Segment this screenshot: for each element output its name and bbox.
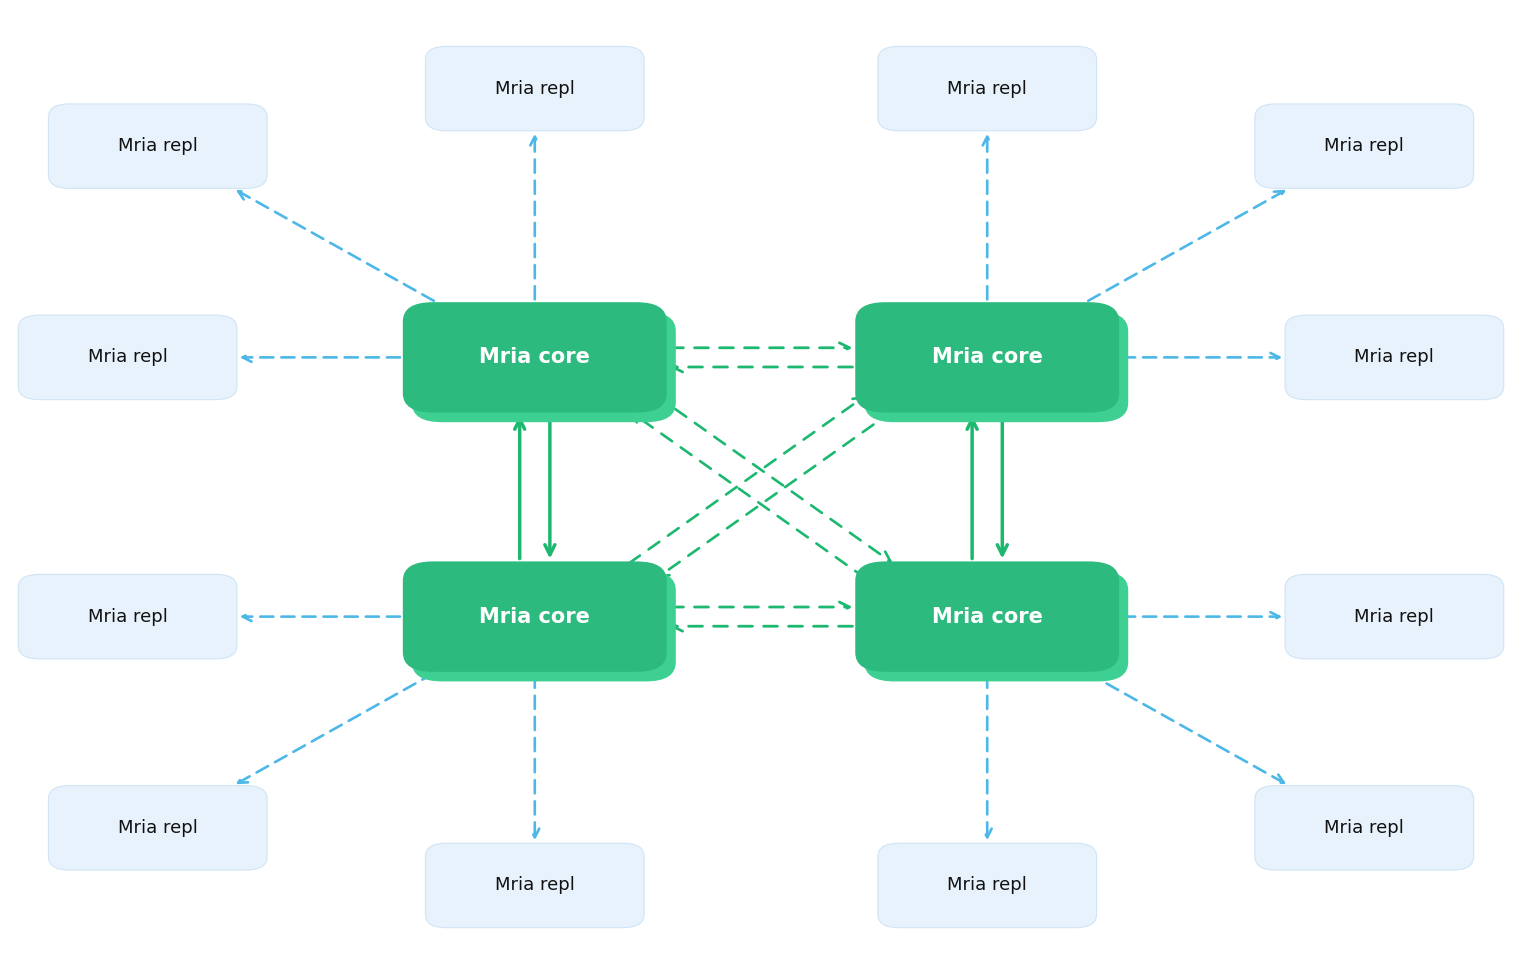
FancyBboxPatch shape	[1285, 316, 1504, 399]
FancyArrowPatch shape	[673, 362, 852, 372]
FancyBboxPatch shape	[855, 302, 1119, 413]
FancyBboxPatch shape	[855, 561, 1119, 672]
Text: Mria core: Mria core	[931, 607, 1043, 626]
FancyArrowPatch shape	[1088, 191, 1285, 301]
FancyArrowPatch shape	[514, 419, 525, 559]
Text: Mria repl: Mria repl	[947, 877, 1027, 894]
FancyBboxPatch shape	[1256, 786, 1473, 870]
Text: Mria repl: Mria repl	[495, 80, 575, 97]
FancyArrowPatch shape	[237, 673, 434, 783]
FancyArrowPatch shape	[632, 413, 866, 579]
Text: Mria core: Mria core	[479, 607, 591, 626]
Text: Mria repl: Mria repl	[1324, 137, 1405, 155]
FancyBboxPatch shape	[412, 312, 676, 422]
Text: Mria repl: Mria repl	[117, 819, 198, 837]
FancyArrowPatch shape	[670, 343, 849, 353]
Text: Mria repl: Mria repl	[1355, 608, 1434, 625]
Text: Mria repl: Mria repl	[88, 349, 167, 366]
Text: Mria core: Mria core	[479, 348, 591, 367]
FancyArrowPatch shape	[966, 419, 977, 559]
FancyArrowPatch shape	[530, 675, 539, 838]
FancyArrowPatch shape	[673, 621, 852, 631]
FancyBboxPatch shape	[864, 312, 1128, 422]
FancyArrowPatch shape	[983, 136, 992, 299]
FancyArrowPatch shape	[1122, 353, 1280, 361]
FancyBboxPatch shape	[1285, 575, 1504, 658]
FancyBboxPatch shape	[403, 302, 667, 413]
FancyArrowPatch shape	[997, 415, 1008, 555]
FancyArrowPatch shape	[983, 675, 992, 838]
Text: Mria repl: Mria repl	[117, 137, 198, 155]
FancyBboxPatch shape	[412, 571, 676, 682]
FancyBboxPatch shape	[864, 571, 1128, 682]
FancyArrowPatch shape	[530, 136, 539, 299]
FancyBboxPatch shape	[1256, 104, 1473, 188]
FancyArrowPatch shape	[629, 397, 863, 563]
FancyBboxPatch shape	[403, 561, 667, 672]
FancyBboxPatch shape	[878, 843, 1096, 927]
FancyArrowPatch shape	[1122, 613, 1280, 621]
FancyArrowPatch shape	[1088, 673, 1285, 783]
FancyArrowPatch shape	[237, 191, 434, 301]
FancyBboxPatch shape	[18, 575, 237, 658]
Text: Mria repl: Mria repl	[1324, 819, 1405, 837]
Text: Mria repl: Mria repl	[947, 80, 1027, 97]
FancyBboxPatch shape	[426, 47, 644, 131]
FancyArrowPatch shape	[545, 415, 556, 555]
FancyBboxPatch shape	[878, 47, 1096, 131]
Text: Mria core: Mria core	[931, 348, 1043, 367]
FancyArrowPatch shape	[656, 395, 890, 561]
Text: Mria repl: Mria repl	[495, 877, 575, 894]
FancyArrowPatch shape	[242, 613, 400, 621]
Text: Mria repl: Mria repl	[1355, 349, 1434, 366]
FancyArrowPatch shape	[670, 602, 849, 612]
FancyBboxPatch shape	[49, 786, 266, 870]
FancyArrowPatch shape	[242, 353, 400, 361]
FancyArrowPatch shape	[659, 411, 893, 577]
FancyBboxPatch shape	[18, 316, 237, 399]
FancyBboxPatch shape	[49, 104, 266, 188]
FancyBboxPatch shape	[426, 843, 644, 927]
Text: Mria repl: Mria repl	[88, 608, 167, 625]
